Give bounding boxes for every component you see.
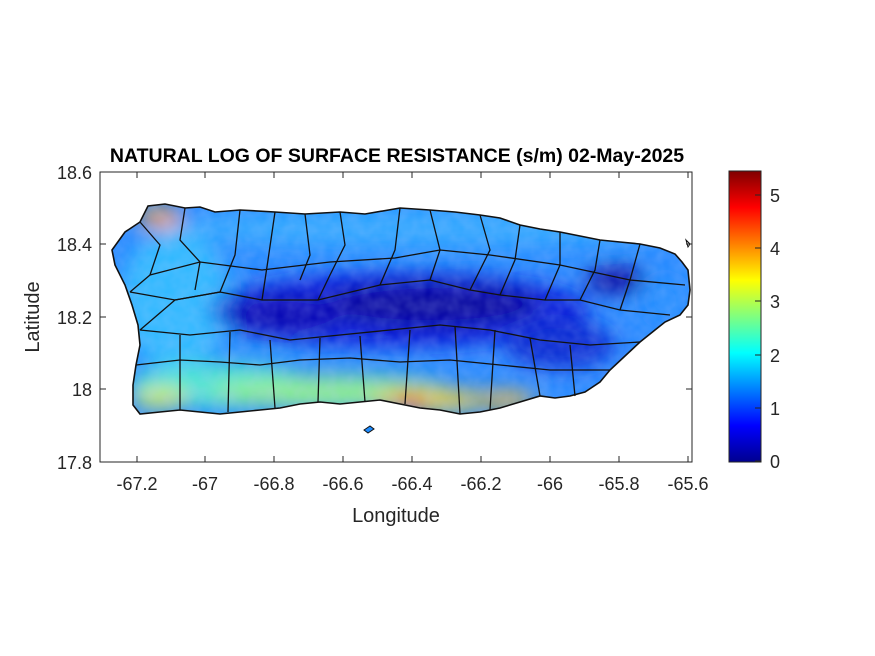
colorbar-gradient	[728, 170, 762, 463]
x-tick-label: -66.8	[253, 474, 294, 494]
x-tick-label: -67	[192, 474, 218, 494]
caja-de-muertos-island	[363, 425, 375, 434]
x-tick-label: -65.6	[667, 474, 708, 494]
x-tick-label: -66.2	[460, 474, 501, 494]
y-axis	[100, 171, 692, 463]
x-tick-label: -65.8	[598, 474, 639, 494]
colorbar-tick-label: 1	[770, 399, 780, 419]
municipal-boundaries	[111, 203, 691, 415]
y-tick-label: 18.4	[57, 235, 92, 255]
colorbar-tick-label: 4	[770, 239, 780, 259]
y-tick-label: 18.6	[57, 163, 92, 183]
y-tick-label: 18.2	[57, 308, 92, 328]
x-tick-label: -66.4	[391, 474, 432, 494]
colorbar: 5 4 3 2 1 0	[728, 170, 780, 472]
resistance-heatmap	[112, 204, 690, 414]
x-tick-label: -66.6	[322, 474, 363, 494]
chart-title: NATURAL LOG OF SURFACE RESISTANCE (s/m) …	[110, 145, 684, 167]
y-tick-label: 17.8	[57, 453, 92, 473]
x-axis-label: Longitude	[352, 505, 440, 527]
colorbar-tick-label: 3	[770, 292, 780, 312]
colorbar-tick-label: 5	[770, 186, 780, 206]
x-tick-label: -66	[537, 474, 563, 494]
island-outline	[111, 203, 691, 415]
x-axis	[136, 172, 689, 462]
colorbar-tick-label: 2	[770, 346, 780, 366]
colorbar-tick-label: 0	[770, 452, 780, 472]
y-axis-label: Latitude	[22, 281, 44, 352]
x-tick-label: -67.2	[116, 474, 157, 494]
y-tick-label: 18	[72, 380, 92, 400]
